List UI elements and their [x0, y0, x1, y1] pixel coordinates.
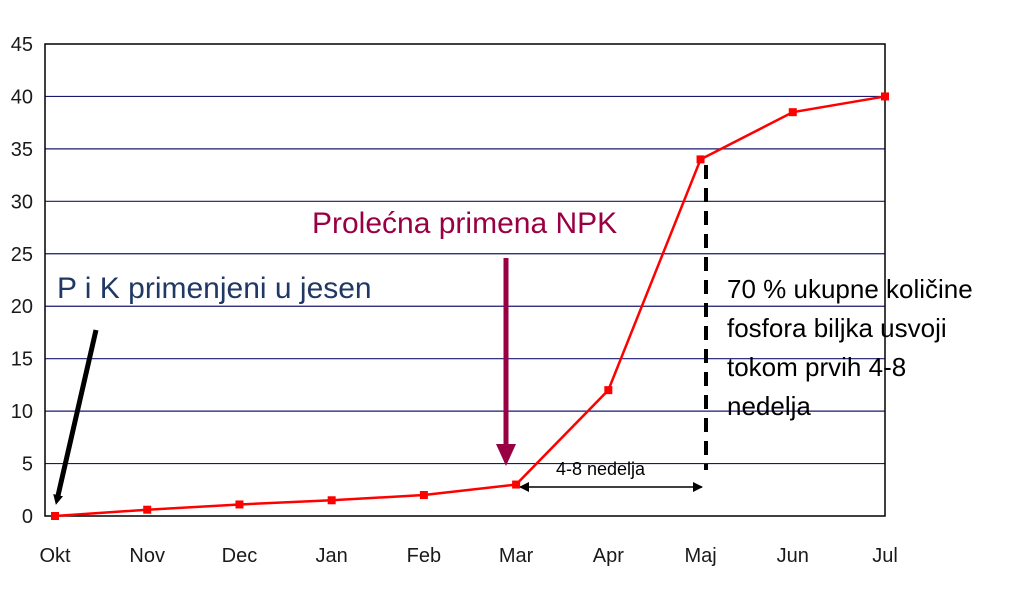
phosphorus-note: 70 % ukupne količine fosfora biljka usvo… — [727, 274, 973, 421]
x-axis-ticks: Okt Nov Dec Jan Feb Mar Apr Maj Jun Jul — [39, 545, 897, 567]
autumn-application-label: P i K primenjeni u jesen — [57, 272, 372, 305]
x-tick-label: Jul — [872, 545, 898, 567]
y-tick-label: 10 — [11, 401, 33, 423]
data-point-jan — [327, 496, 336, 505]
x-tick-label: Apr — [593, 545, 624, 567]
data-point-maj — [696, 155, 705, 164]
data-point-apr — [604, 386, 613, 395]
y-tick-label: 20 — [11, 296, 33, 318]
x-tick-label: Mar — [499, 545, 534, 567]
series-line — [54, 95, 886, 518]
y-tick-label: 0 — [22, 506, 33, 528]
spring-application-label: Prolećna primena NPK — [312, 207, 617, 240]
x-tick-label: Okt — [39, 545, 71, 567]
data-point-feb — [419, 491, 428, 500]
data-point-dec — [235, 500, 244, 509]
data-point-mar — [512, 480, 521, 489]
autumn-arrow — [53, 329, 99, 505]
note-line-3: tokom prvih 4-8 — [727, 352, 906, 382]
plot-area-border — [44, 43, 886, 517]
y-tick-label: 35 — [11, 139, 33, 161]
y-tick-label: 5 — [22, 454, 33, 476]
x-tick-label: Jan — [316, 545, 348, 567]
spring-arrow-head — [496, 444, 516, 466]
note-line-1: 70 % ukupne količine — [727, 274, 973, 304]
y-tick-label: 45 — [11, 34, 33, 56]
note-line-4: nedelja — [727, 391, 811, 421]
data-point-nov — [143, 505, 152, 514]
note-line-2: fosfora biljka usvoji — [727, 313, 947, 343]
data-point-jun — [788, 108, 797, 117]
x-tick-label: Nov — [129, 545, 165, 567]
data-point-jul — [881, 92, 889, 101]
weeks-span-label: 4-8 nedelja — [556, 459, 646, 479]
series-group — [51, 92, 889, 520]
x-tick-label: Dec — [222, 545, 258, 567]
x-tick-label: Jun — [777, 545, 809, 567]
x-tick-label: Feb — [407, 545, 441, 567]
x-tick-label: Maj — [684, 545, 716, 567]
y-axis-ticks: 0 5 10 15 20 25 30 35 40 45 — [11, 34, 33, 528]
y-tick-label: 25 — [11, 244, 33, 266]
y-tick-label: 15 — [11, 349, 33, 371]
gridlines — [45, 95, 885, 465]
y-tick-label: 30 — [11, 191, 33, 213]
y-tick-label: 40 — [11, 86, 33, 108]
data-point-okt — [51, 512, 59, 520]
